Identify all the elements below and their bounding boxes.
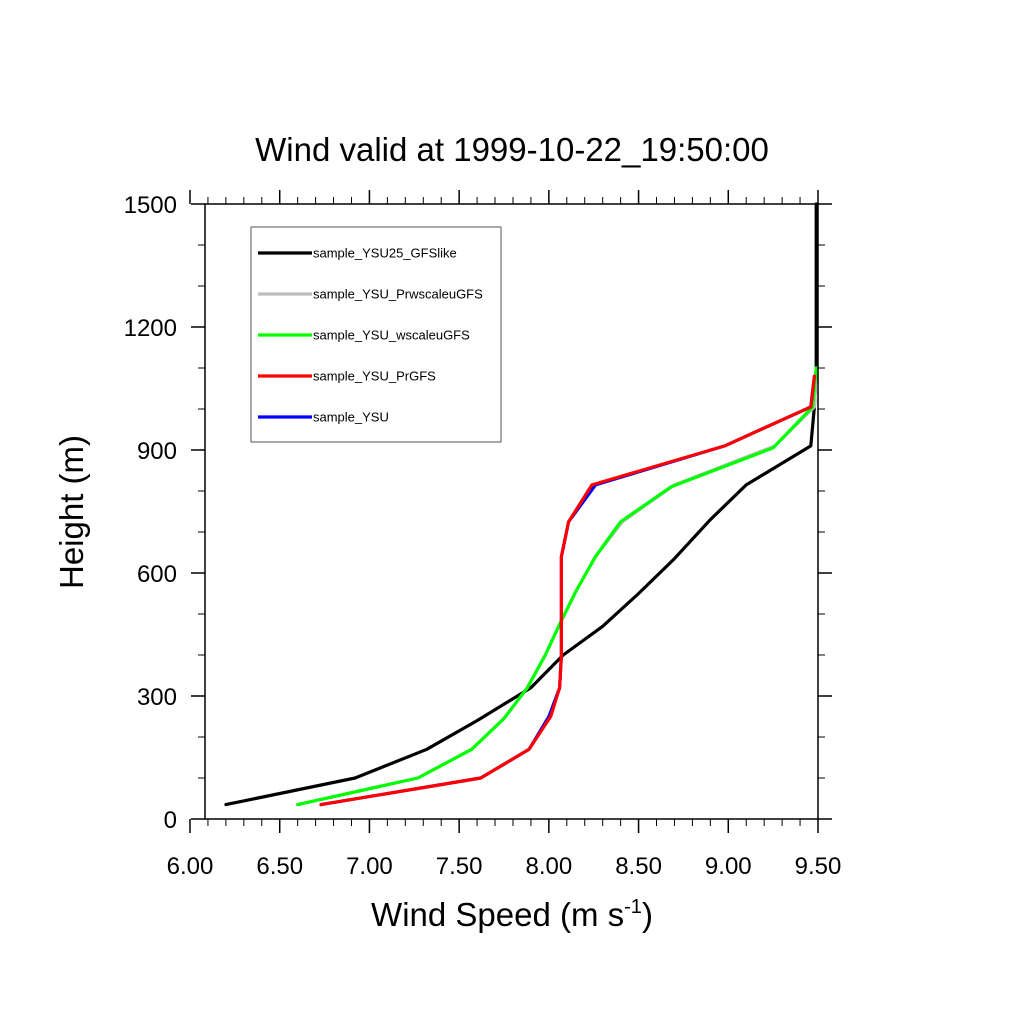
x-tick-label: 6.00 (167, 853, 214, 880)
y-tick-label: 600 (137, 561, 177, 588)
y-axis-title: Height (m) (53, 435, 90, 589)
series-line-0 (224, 202, 818, 807)
chart-title: Wind valid at 1999-10-22_19:50:00 (255, 131, 769, 168)
x-tick-label: 7.50 (436, 853, 483, 880)
y-tick-label: 1500 (124, 192, 177, 219)
y-tick-label: 0 (164, 807, 177, 834)
x-tick-label: 9.50 (795, 853, 842, 880)
legend-label: sample_YSU_PrwscaleuGFS (313, 287, 483, 302)
legend-label: sample_YSU25_GFSlike (313, 246, 457, 261)
legend-label: sample_YSU_PrGFS (313, 369, 436, 384)
plot-frame (204, 203, 819, 820)
x-axis-title-main: Wind Speed (m s (371, 896, 624, 933)
x-tick-label: 9.00 (705, 853, 752, 880)
legend: sample_YSU25_GFSlike sample_YSU_Prwscaleu… (250, 226, 502, 443)
x-tick-label: 7.00 (346, 853, 393, 880)
y-tick-label: 1200 (124, 315, 177, 342)
x-axis-title-sup: -1 (624, 896, 642, 918)
x-tick-label: 8.00 (525, 853, 572, 880)
x-axis-title-end: ) (642, 896, 653, 933)
x-tick-label: 8.50 (615, 853, 662, 880)
legend-label: sample_YSU_wscaleuGFS (313, 328, 470, 343)
series-line-2 (296, 366, 818, 807)
series-lines (224, 202, 818, 807)
y-axis: 0 300 600 900 1200 1500 (124, 192, 832, 834)
x-tick-label: 6.50 (256, 853, 303, 880)
x-axis: 6.00 6.50 7.00 7.50 8.00 8.50 9.00 9.50 (167, 190, 842, 880)
y-tick-label: 300 (137, 684, 177, 711)
legend-label: sample_YSU (313, 410, 389, 425)
series-line-3 (319, 374, 817, 807)
x-axis-title: Wind Speed (m s-1) (371, 896, 653, 933)
y-tick-label: 900 (137, 438, 177, 465)
